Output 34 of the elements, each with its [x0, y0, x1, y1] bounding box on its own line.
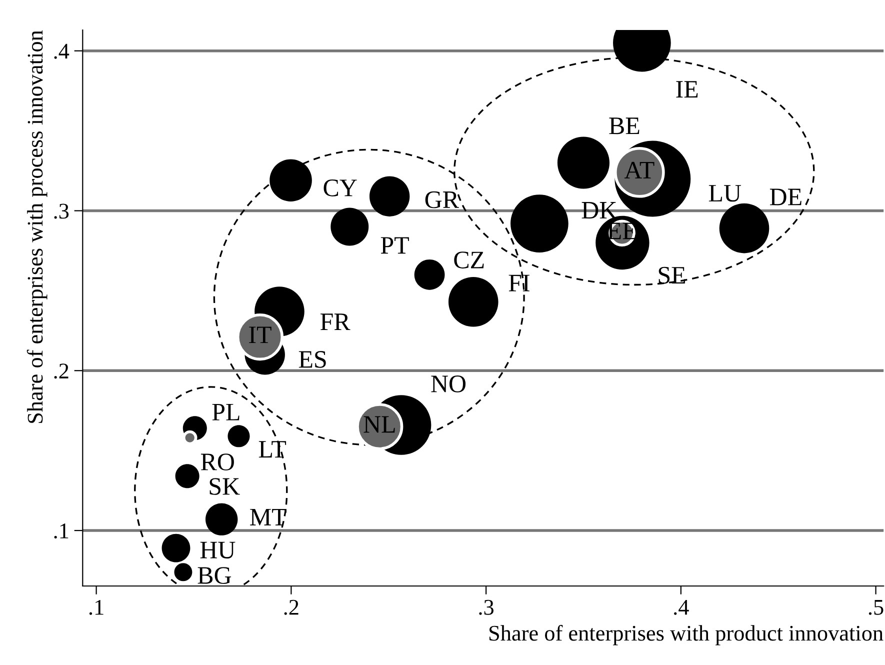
annotation: CZ	[454, 252, 484, 268]
annotation: FR	[320, 314, 350, 330]
annotation: PL	[212, 404, 240, 420]
annotation: DK	[582, 202, 617, 218]
annotation: NO	[431, 376, 466, 392]
annotation: HU	[200, 542, 236, 559]
y-tick-label: .3	[54, 204, 69, 219]
annotation: BE	[609, 118, 640, 134]
x-axis-title: Share of enterprises with product innovation	[489, 624, 884, 646]
annotation: ES	[298, 351, 326, 368]
x-tick-label: .4	[674, 600, 689, 615]
annotation: IT	[249, 326, 272, 344]
annotation: NL	[364, 416, 395, 433]
annotation: IE	[676, 81, 698, 98]
y-tick-label: .2	[54, 364, 68, 379]
y-tick-label: .4	[54, 44, 70, 59]
annotation: CY	[324, 180, 357, 196]
y-tick-label: .1	[54, 524, 68, 539]
annotation: GR	[425, 191, 459, 208]
x-tick-label: .1	[89, 600, 104, 615]
annotation: SK	[210, 478, 240, 495]
annotation: SE	[658, 266, 686, 284]
annotation: AT	[624, 162, 654, 178]
x-tick-label: .5	[868, 600, 884, 615]
x-tick-label: .3	[479, 600, 494, 615]
annotation: RO	[200, 454, 234, 470]
annotation: DE	[770, 188, 802, 206]
annotation: PT	[380, 237, 409, 254]
annotation: FI	[508, 274, 530, 292]
x-tick-label: .2	[284, 600, 298, 615]
annotation: LU	[708, 185, 742, 202]
annotation: BG	[198, 567, 232, 584]
y-axis-title: Share of enterprises with process innovation	[26, 30, 48, 423]
annotation: MT	[250, 508, 286, 526]
